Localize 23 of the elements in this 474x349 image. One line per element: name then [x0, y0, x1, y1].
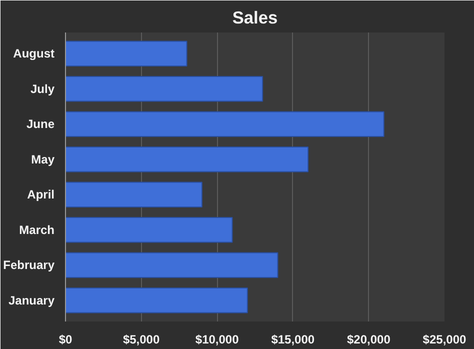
- x-tick-label: $0: [58, 332, 72, 346]
- y-tick-label: June: [26, 117, 55, 132]
- x-tick-label: $10,000: [195, 332, 240, 346]
- x-tick-label: $15,000: [271, 332, 315, 346]
- bar: [66, 182, 202, 208]
- y-tick-label: March: [19, 222, 54, 237]
- y-tick-label: April: [27, 188, 55, 202]
- bar: [66, 217, 233, 243]
- y-tick-label: January: [8, 293, 55, 308]
- bar: [66, 252, 278, 278]
- bar: [66, 288, 248, 314]
- y-tick-label: August: [13, 46, 55, 61]
- bar: [66, 146, 309, 172]
- x-tick-label: $20,000: [347, 332, 391, 346]
- y-tick-label: May: [31, 152, 55, 166]
- bar: [66, 111, 384, 137]
- y-tick-label: February: [3, 258, 55, 272]
- y-tick-label: July: [30, 82, 55, 96]
- bar: [66, 76, 264, 102]
- chart-title: Sales: [232, 8, 278, 28]
- x-tick-label: $25,000: [422, 332, 467, 346]
- bar: [66, 40, 188, 66]
- x-tick-label: $5,000: [122, 332, 160, 346]
